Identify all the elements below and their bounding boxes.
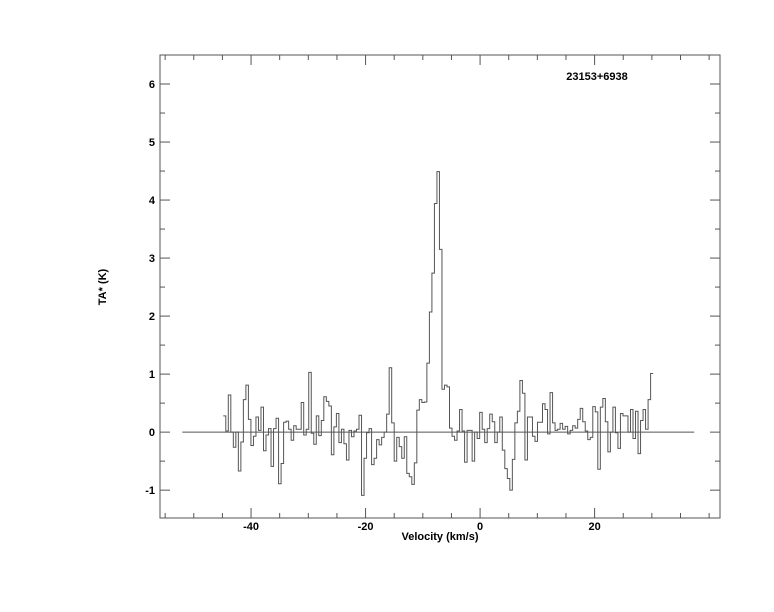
plot-frame (159, 54, 721, 519)
y-axis-label: TA* (K) (97, 268, 109, 305)
y-tick-label: 4 (149, 195, 156, 207)
x-tick-label: 0 (477, 521, 483, 533)
spectrum-series (223, 171, 654, 496)
y-tick-label: 3 (149, 253, 155, 265)
x-tick-label: -20 (358, 521, 374, 533)
y-tick-label: 0 (149, 427, 155, 439)
x-tick-label: 20 (588, 521, 600, 533)
tick-labels: -40 -20 0 20 -1 0 1 2 3 4 5 6 (145, 79, 601, 533)
y-tick-label: -1 (145, 485, 155, 497)
source-name-annotation: 23153+6938 (566, 71, 627, 83)
x-tick-label: -40 (243, 521, 259, 533)
y-tick-label: 2 (149, 311, 155, 323)
axis-ticks (160, 54, 720, 518)
y-tick-label: 1 (149, 369, 155, 381)
y-tick-label: 6 (149, 79, 155, 91)
y-tick-label: 5 (149, 137, 155, 149)
x-axis-label: Velocity (km/s) (401, 531, 478, 543)
